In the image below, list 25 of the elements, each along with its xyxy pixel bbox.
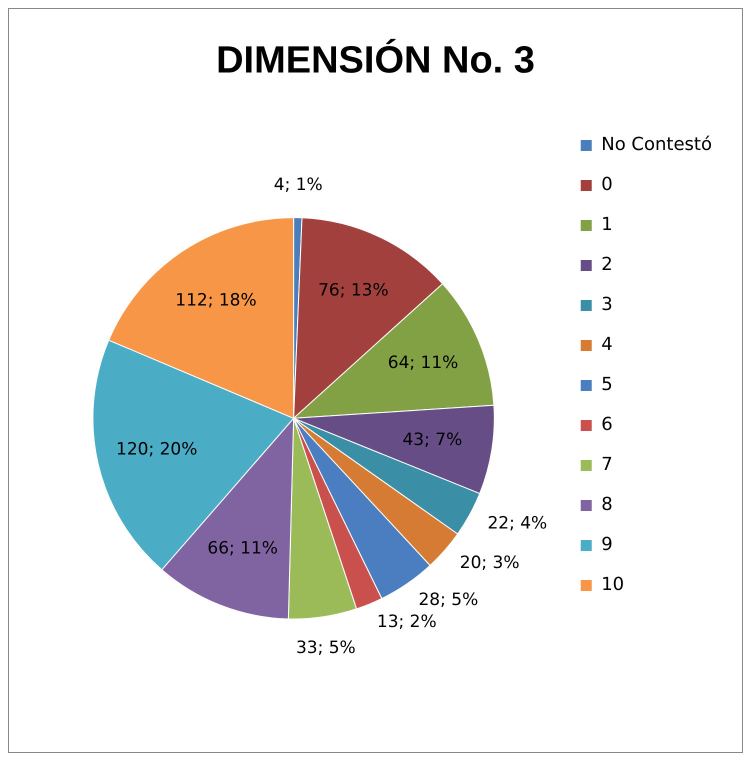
data-label: 76; 13% [318, 280, 389, 301]
data-label: 43; 7% [402, 430, 462, 450]
legend-label: 3 [601, 294, 613, 316]
data-label: 64; 11% [388, 353, 458, 374]
legend-label: 2 [601, 254, 613, 276]
legend-label: No Contestó [601, 134, 712, 156]
data-label: 20; 3% [460, 553, 520, 574]
data-label: 13; 2% [376, 612, 437, 632]
legend-label: 10 [601, 574, 624, 596]
legend-label: 1 [601, 214, 613, 236]
legend-label: 6 [601, 414, 613, 436]
legend-label: 0 [601, 174, 613, 196]
data-label: 33; 5% [296, 638, 356, 658]
data-label: 112; 18% [175, 290, 257, 311]
legend-label: 4 [601, 334, 613, 356]
data-label: 120; 20% [116, 439, 198, 460]
data-label: 22; 4% [487, 513, 548, 534]
data-label: 4; 1% [274, 174, 323, 195]
legend-label: 7 [601, 454, 613, 476]
data-label: 28; 5% [418, 590, 478, 610]
legend-label: 9 [601, 534, 613, 556]
legend-label: 8 [601, 494, 613, 516]
chart-title: DIMENSIÓN No. 3 [216, 38, 535, 82]
data-label: 66; 11% [207, 538, 278, 559]
legend-label: 5 [601, 374, 613, 396]
